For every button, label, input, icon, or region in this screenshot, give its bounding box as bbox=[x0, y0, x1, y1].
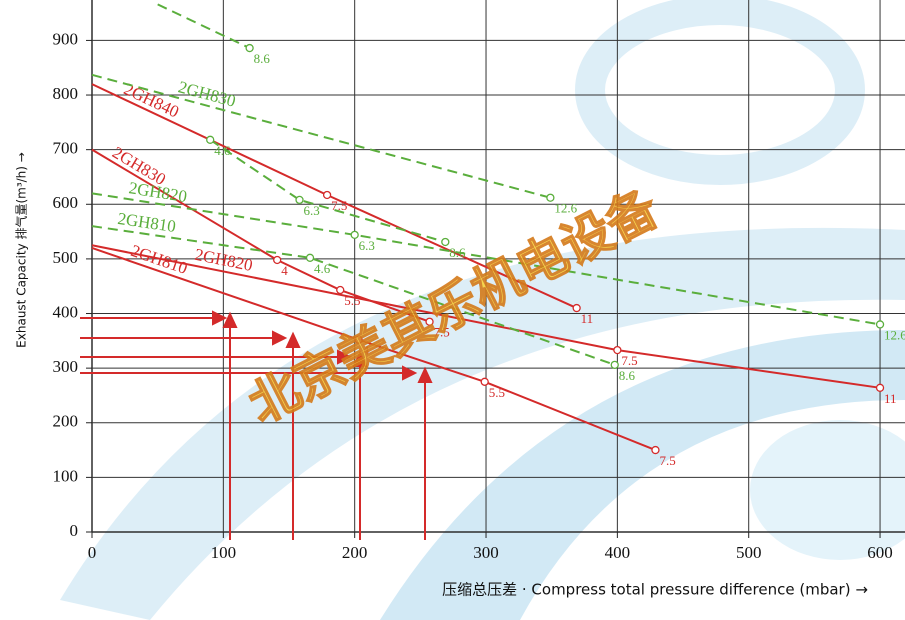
point-label: 12.6 bbox=[884, 327, 905, 342]
y-tick-label: 800 bbox=[53, 84, 79, 103]
point-marker bbox=[875, 383, 885, 392]
y-tick-label: 0 bbox=[70, 521, 79, 540]
point-marker bbox=[546, 193, 555, 202]
point-marker bbox=[206, 135, 215, 144]
series-name: 2GH820 bbox=[128, 178, 189, 206]
point-label: 12.6 bbox=[554, 201, 577, 216]
series-line bbox=[91, 148, 430, 323]
point-label: 4 bbox=[363, 343, 370, 358]
y-tick-label: 700 bbox=[53, 139, 79, 158]
point-marker bbox=[336, 285, 345, 295]
x-tick-label: 200 bbox=[342, 543, 368, 562]
x-tick-label: 600 bbox=[867, 543, 893, 562]
point-label: 8.6 bbox=[619, 368, 636, 383]
point-marker bbox=[610, 360, 619, 370]
point-label: 11 bbox=[581, 311, 594, 326]
point-marker bbox=[322, 190, 332, 200]
y-tick-label: 900 bbox=[53, 29, 79, 48]
y-tick-label: 400 bbox=[53, 302, 79, 321]
x-tick-label: 100 bbox=[211, 543, 237, 562]
point-marker bbox=[354, 335, 363, 344]
y-tick-label: 600 bbox=[53, 193, 79, 212]
point-label: 6.3 bbox=[359, 238, 375, 253]
point-label: 5.5 bbox=[489, 385, 505, 400]
point-marker bbox=[425, 317, 434, 326]
y-tick-label: 100 bbox=[53, 466, 79, 485]
point-marker bbox=[613, 345, 622, 355]
point-marker bbox=[350, 230, 359, 240]
y-tick-label: 200 bbox=[53, 412, 79, 431]
point-marker bbox=[480, 377, 489, 386]
x-axis-title: 压缩总压差 · Compress total pressure differen… bbox=[442, 581, 868, 599]
point-marker bbox=[441, 237, 450, 247]
point-label: 7.5 bbox=[434, 325, 450, 340]
point-marker bbox=[305, 253, 315, 262]
point-marker bbox=[651, 445, 660, 455]
point-label: 4.6 bbox=[314, 261, 331, 276]
x-tick-label: 400 bbox=[605, 543, 631, 562]
series-line bbox=[91, 247, 656, 451]
point-label: 4 bbox=[281, 263, 288, 278]
series-line bbox=[157, 3, 251, 49]
point-label: 11 bbox=[884, 391, 897, 406]
series-line bbox=[91, 225, 616, 366]
series-name: 2GH810 bbox=[128, 241, 190, 278]
y-tick-label: 300 bbox=[53, 357, 79, 376]
x-tick-label: 300 bbox=[473, 543, 499, 562]
point-marker bbox=[875, 320, 885, 329]
point-label: 8.6 bbox=[254, 51, 271, 66]
point-label: 6.3 bbox=[304, 203, 320, 218]
y-axis-title: Exhaust Capacity 排气量(m³/h) → bbox=[14, 152, 29, 348]
point-marker bbox=[273, 255, 282, 265]
point-label: 7.5 bbox=[621, 353, 637, 368]
point-marker bbox=[572, 303, 581, 313]
x-tick-label: 500 bbox=[736, 543, 762, 562]
y-tick-label: 500 bbox=[53, 248, 79, 267]
point-marker bbox=[295, 195, 304, 205]
point-label: 7.5 bbox=[659, 453, 675, 468]
point-label: 4.6 bbox=[214, 143, 231, 158]
x-tick-label: 0 bbox=[88, 543, 97, 562]
point-marker bbox=[245, 43, 254, 53]
series-line bbox=[209, 138, 446, 243]
arrows bbox=[80, 310, 433, 540]
